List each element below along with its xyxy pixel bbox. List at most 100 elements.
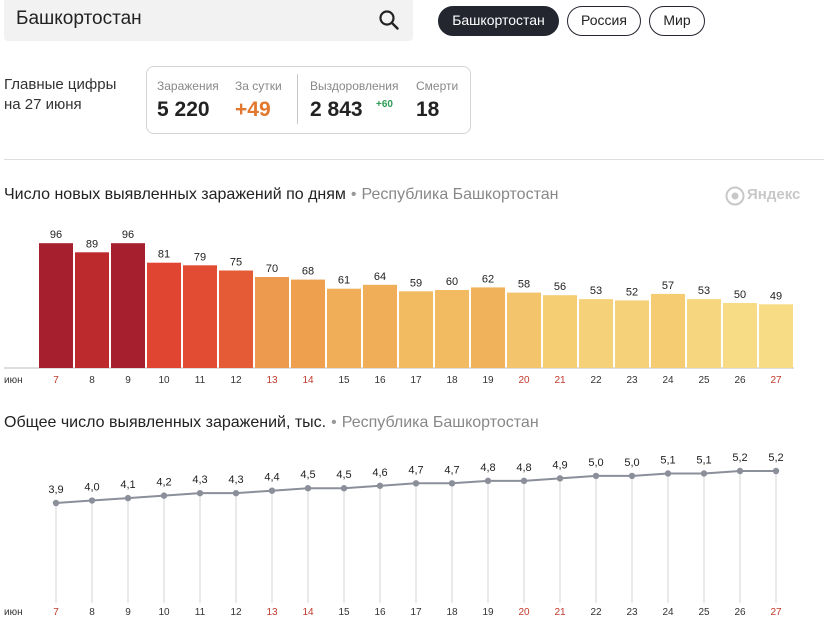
x-tick-label: 21 [554, 375, 566, 386]
month-label: июн [4, 607, 23, 618]
x-tick-label: 19 [482, 375, 494, 386]
x-tick-label: 27 [770, 375, 782, 386]
recovered-value: 2 843 [310, 98, 363, 121]
data-point [448, 480, 456, 487]
x-tick-label: 17 [410, 607, 422, 618]
x-tick-label: 27 [770, 607, 782, 618]
point-value-label: 4,4 [264, 472, 279, 484]
bar [543, 295, 577, 368]
x-tick-label: 24 [662, 607, 674, 618]
point-value-label: 4,7 [444, 464, 459, 476]
x-tick-label: 14 [302, 607, 314, 618]
stats-panel: Заражения 5 220 За сутки +49 Выздоровлен… [146, 66, 471, 134]
data-point [124, 494, 132, 502]
x-tick-label: 26 [734, 375, 746, 386]
total-infections-chart: 3,9 7 4,0 8 4,1 9 4,2 10 4,3 11 4,3 12 4,4 13 4,5 14 4,5… [4, 452, 784, 618]
point-value-label: 4,3 [228, 474, 243, 486]
infections-value: 5 220 [157, 98, 210, 121]
x-tick-label: 17 [410, 375, 422, 386]
x-tick-label: 7 [53, 375, 59, 386]
data-point [520, 477, 528, 485]
bar-value-label: 79 [194, 251, 206, 263]
tab-world[interactable]: Мир [649, 6, 705, 36]
point-value-label: 5,0 [624, 457, 639, 469]
tab-russia[interactable]: Россия [567, 6, 641, 36]
bar [75, 252, 109, 368]
bar [147, 262, 181, 368]
point-value-label: 4,0 [84, 482, 99, 494]
bar-value-label: 53 [590, 285, 602, 297]
bar [579, 299, 613, 368]
deaths-value: 18 [416, 98, 440, 121]
main-figures-date: на 27 июня [4, 96, 82, 113]
data-point [376, 482, 384, 489]
point-value-label: 4,6 [372, 467, 387, 479]
daily-chart-title-text: Число новых выявленных заражений по дням [4, 186, 346, 203]
per-day-value: +49 [235, 98, 271, 121]
data-point [268, 487, 276, 494]
data-point [772, 467, 780, 475]
month-label: июн [4, 375, 23, 386]
main-figures-title: Главные цифры [4, 76, 117, 93]
x-tick-label: 22 [590, 607, 602, 618]
x-tick-label: 10 [158, 607, 170, 618]
bar-value-label: 49 [770, 290, 782, 302]
x-tick-label: 20 [518, 607, 530, 618]
recovered-delta: +60 [376, 99, 393, 110]
bar [471, 287, 505, 368]
data-point [304, 485, 312, 492]
recovered-label: Выздоровления [310, 79, 399, 93]
bar [651, 293, 685, 368]
x-tick-label: 14 [302, 375, 314, 386]
bar-value-label: 52 [626, 286, 638, 298]
data-point [700, 470, 708, 477]
point-value-label: 4,3 [192, 474, 207, 486]
bar-value-label: 64 [374, 271, 386, 283]
total-chart-title: Общее число выявленных заражений, тыс. • Р… [4, 414, 539, 432]
x-tick-label: 12 [230, 375, 242, 386]
bar [111, 243, 145, 368]
bar-value-label: 81 [158, 249, 170, 261]
yandex-logo-text: Яндекс [747, 186, 801, 203]
x-tick-label: 16 [374, 607, 386, 618]
x-tick-label: 8 [89, 375, 95, 386]
bar [291, 279, 325, 368]
x-tick-label: 7 [53, 607, 59, 618]
search-icon[interactable] [377, 8, 401, 32]
bar [435, 290, 469, 368]
tab-bashkortostan[interactable]: Башкортостан [438, 6, 559, 36]
data-point [736, 467, 744, 475]
x-tick-label: 9 [125, 375, 131, 386]
point-value-label: 5,1 [660, 454, 675, 466]
bar [363, 284, 397, 368]
bar-value-label: 62 [482, 273, 494, 285]
deaths-label: Смерти [416, 79, 459, 93]
data-point [88, 497, 96, 504]
bar-value-label: 89 [86, 238, 98, 250]
bar-value-label: 75 [230, 257, 242, 269]
per-day-label: За сутки [235, 79, 282, 93]
section-divider [4, 159, 824, 160]
x-tick-label: 26 [734, 607, 746, 618]
x-tick-label: 16 [374, 375, 386, 386]
x-tick-label: 21 [554, 607, 566, 618]
infections-label: Заражения [157, 79, 219, 93]
point-value-label: 3,9 [48, 484, 63, 496]
yandex-logo: Яндекс [725, 185, 815, 207]
daily-infections-chart: 96 7 89 8 96 9 81 10 79 11 75 12 70 13 68 14 61 15 64 16 59 1… [4, 229, 794, 386]
bar [507, 292, 541, 368]
point-value-label: 4,8 [480, 462, 495, 474]
bar-value-label: 56 [554, 281, 566, 293]
x-tick-label: 18 [446, 607, 458, 618]
data-point [592, 472, 600, 480]
point-value-label: 4,7 [408, 464, 423, 476]
bar [399, 291, 433, 368]
data-point [196, 489, 204, 497]
search-input[interactable]: Башкортостан [16, 8, 142, 29]
search-bar[interactable]: Башкортостан [4, 0, 413, 41]
x-tick-label: 19 [482, 607, 494, 618]
bar-value-label: 96 [122, 229, 134, 241]
x-tick-label: 12 [230, 607, 242, 618]
data-point [412, 480, 420, 487]
bar [255, 277, 289, 368]
